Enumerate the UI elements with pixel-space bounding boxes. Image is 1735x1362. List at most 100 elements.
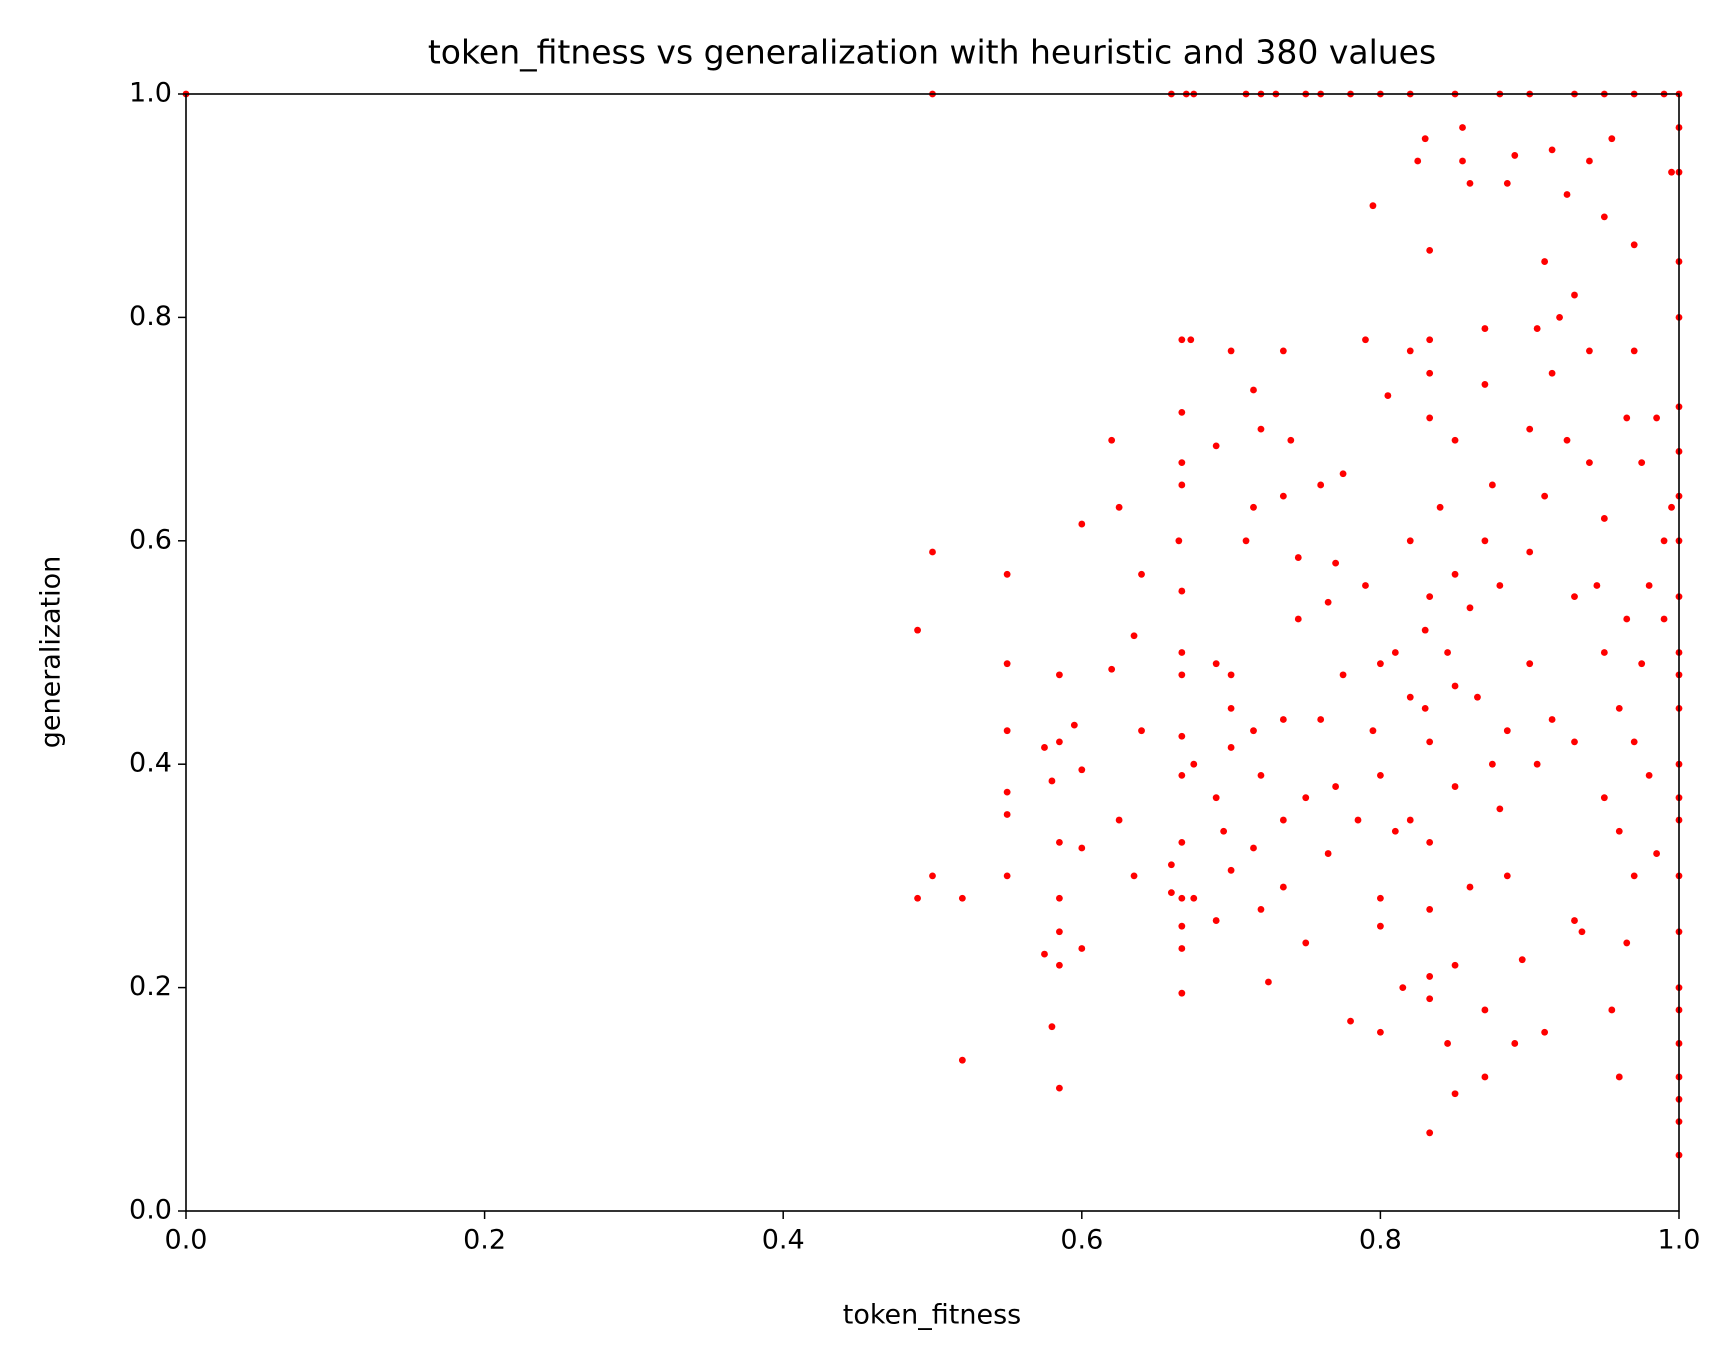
- point: [1645, 582, 1653, 589]
- y-tick-label: 0.0: [129, 1195, 172, 1226]
- point: [1178, 732, 1186, 740]
- point: [1638, 660, 1646, 668]
- point: [1615, 704, 1623, 712]
- point: [1488, 481, 1496, 489]
- point: [1459, 124, 1466, 131]
- point: [1138, 570, 1145, 578]
- point: [1220, 827, 1228, 835]
- point: [1668, 503, 1675, 511]
- point: [1362, 336, 1369, 344]
- point: [1571, 291, 1578, 299]
- point: [1377, 1028, 1384, 1036]
- point: [1167, 861, 1175, 869]
- point: [1332, 559, 1340, 567]
- point: [958, 894, 966, 902]
- point: [1451, 570, 1459, 578]
- point: [1426, 838, 1434, 846]
- point: [1242, 537, 1250, 545]
- point: [1660, 537, 1668, 545]
- point: [1078, 520, 1086, 528]
- point: [1623, 414, 1631, 422]
- point: [929, 872, 936, 880]
- point: [1384, 392, 1392, 399]
- point: [1414, 157, 1422, 165]
- point: [1302, 794, 1310, 802]
- point: [1586, 157, 1593, 165]
- point: [1623, 615, 1631, 623]
- point: [1257, 906, 1265, 913]
- point: [1459, 157, 1466, 165]
- point: [1317, 481, 1325, 489]
- point: [1279, 347, 1287, 355]
- point: [1056, 738, 1063, 746]
- point: [1187, 336, 1195, 344]
- point: [1003, 788, 1011, 796]
- point: [1003, 811, 1011, 818]
- point: [1548, 716, 1556, 723]
- x-tick-label: 0.4: [762, 1225, 805, 1256]
- point: [1302, 939, 1310, 947]
- point: [1630, 241, 1638, 249]
- point: [1056, 671, 1063, 679]
- point: [1250, 727, 1257, 735]
- point: [1541, 492, 1549, 500]
- point: [1130, 632, 1138, 640]
- point: [1339, 671, 1347, 679]
- point: [1287, 436, 1295, 444]
- point: [1178, 459, 1186, 467]
- chart-title: token_fitness vs generalization with heu…: [428, 33, 1436, 72]
- x-tick-label: 0.8: [1359, 1225, 1402, 1256]
- point: [1436, 503, 1444, 511]
- point: [1638, 459, 1646, 467]
- point: [1615, 1073, 1623, 1081]
- point: [1421, 135, 1429, 143]
- point: [1426, 246, 1434, 254]
- point: [1653, 850, 1661, 857]
- point: [1406, 816, 1414, 824]
- point: [1227, 744, 1235, 751]
- point: [1660, 615, 1668, 623]
- point: [1250, 503, 1257, 511]
- point: [1178, 649, 1186, 656]
- x-tick-label: 1.0: [1658, 1225, 1701, 1256]
- point: [1175, 537, 1183, 545]
- point: [1178, 894, 1186, 902]
- point: [1178, 336, 1186, 344]
- point: [1503, 872, 1511, 880]
- point: [1556, 314, 1563, 321]
- point: [1421, 704, 1429, 712]
- point: [1526, 548, 1534, 556]
- point: [1227, 671, 1235, 679]
- point: [1212, 794, 1220, 802]
- point: [1481, 325, 1489, 332]
- point: [1451, 961, 1459, 969]
- point: [1250, 844, 1257, 852]
- point: [1279, 816, 1287, 824]
- point: [1451, 436, 1459, 444]
- point: [1265, 978, 1272, 986]
- point: [1563, 191, 1571, 198]
- point: [1608, 135, 1616, 143]
- point: [1421, 626, 1429, 634]
- point: [1466, 179, 1474, 187]
- x-axis-label: token_fitness: [843, 1300, 1021, 1331]
- point: [1138, 727, 1145, 735]
- point: [1227, 704, 1235, 712]
- point: [1426, 995, 1434, 1003]
- point: [1541, 1028, 1549, 1036]
- point: [1548, 369, 1556, 377]
- point: [1668, 168, 1675, 176]
- point: [1586, 347, 1593, 355]
- point: [1571, 738, 1578, 746]
- point: [1406, 693, 1414, 701]
- x-tick-label: 0.6: [1060, 1225, 1103, 1256]
- point: [1362, 582, 1369, 589]
- point: [1593, 582, 1601, 589]
- point: [1294, 615, 1302, 623]
- point: [1578, 928, 1586, 936]
- point: [1518, 956, 1526, 964]
- point: [1548, 146, 1556, 154]
- point: [1178, 408, 1186, 416]
- point: [1571, 917, 1578, 924]
- point: [1003, 727, 1011, 735]
